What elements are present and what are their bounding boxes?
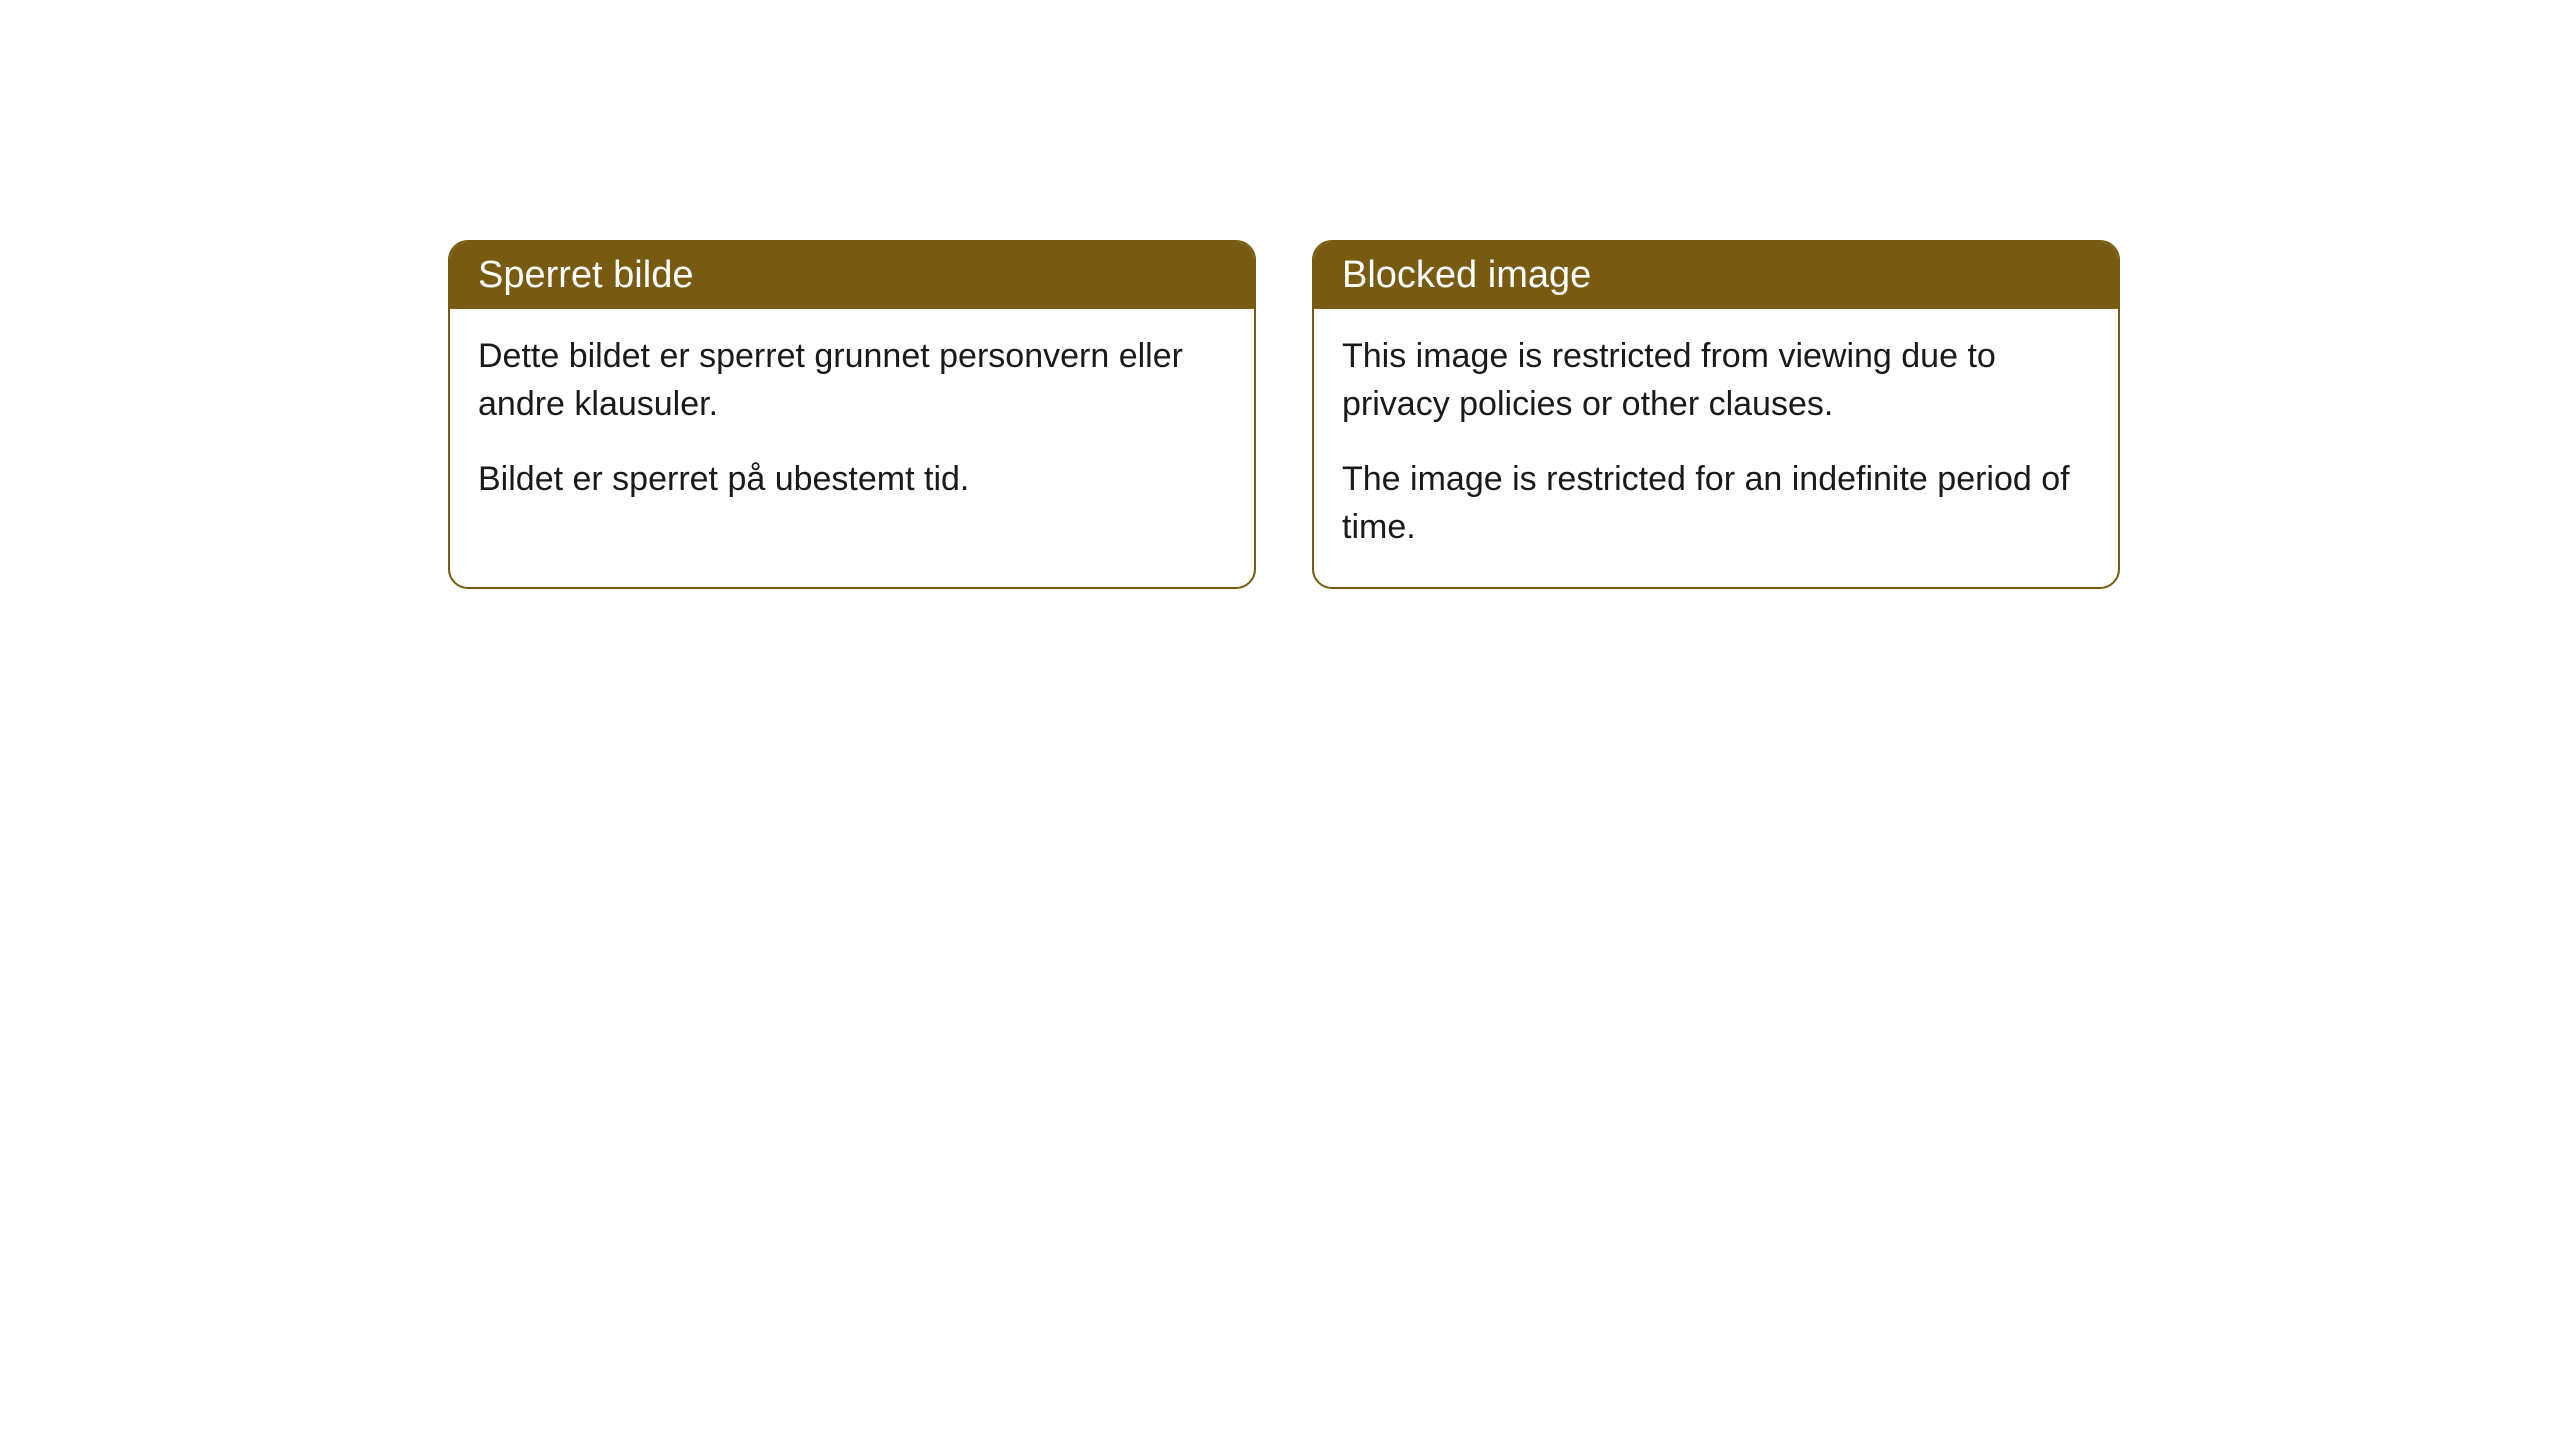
card-title: Blocked image xyxy=(1342,254,1591,296)
card-paragraph: This image is restricted from viewing du… xyxy=(1342,333,2090,428)
card-body-english: This image is restricted from viewing du… xyxy=(1314,309,2118,587)
card-header-norwegian: Sperret bilde xyxy=(450,242,1254,309)
card-paragraph: The image is restricted for an indefinit… xyxy=(1342,456,2090,551)
notice-card-norwegian: Sperret bilde Dette bildet er sperret gr… xyxy=(448,240,1256,589)
notice-cards-container: Sperret bilde Dette bildet er sperret gr… xyxy=(448,240,2560,589)
notice-card-english: Blocked image This image is restricted f… xyxy=(1312,240,2120,589)
card-paragraph: Dette bildet er sperret grunnet personve… xyxy=(478,333,1226,428)
card-header-english: Blocked image xyxy=(1314,242,2118,309)
card-body-norwegian: Dette bildet er sperret grunnet personve… xyxy=(450,309,1254,540)
card-title: Sperret bilde xyxy=(478,254,693,296)
card-paragraph: Bildet er sperret på ubestemt tid. xyxy=(478,456,1226,504)
